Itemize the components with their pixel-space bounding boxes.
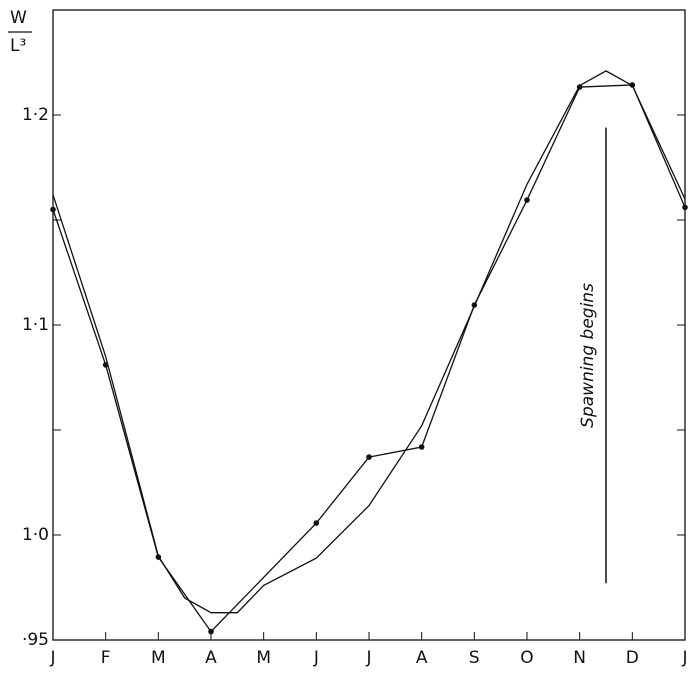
- y-tick-label: ·95: [22, 630, 49, 650]
- annotation: Spawning begins: [578, 283, 598, 428]
- data-point: [366, 454, 372, 460]
- data-line: [52, 70, 686, 614]
- x-tick-label: A: [416, 648, 428, 668]
- y-label-denominator: L³: [10, 36, 26, 56]
- data-point: [208, 628, 214, 635]
- data-point: [682, 204, 688, 211]
- y-tick-label: 1·0: [22, 525, 49, 545]
- x-tick-label: D: [626, 648, 639, 668]
- x-tick-label: J: [313, 648, 319, 668]
- x-tick-label: J: [365, 648, 371, 668]
- y-label-numerator: W: [10, 8, 27, 28]
- x-tick-label: A: [205, 648, 217, 668]
- x-tick-label: S: [469, 648, 480, 668]
- x-tick-label: O: [520, 648, 533, 668]
- y-tick-label: 1·2: [22, 105, 49, 125]
- y-tick-label: 1·1: [22, 315, 49, 335]
- x-tick-label: F: [101, 648, 111, 668]
- data-point: [524, 197, 530, 203]
- data-point: [50, 206, 56, 213]
- x-tick-label: M: [256, 648, 271, 668]
- x-tick-label: M: [151, 648, 166, 668]
- x-tick-label: J: [681, 648, 687, 668]
- data-point: [418, 444, 425, 450]
- x-tick-label: J: [49, 648, 55, 668]
- x-tick-label: N: [573, 648, 586, 668]
- data-point: [313, 520, 320, 526]
